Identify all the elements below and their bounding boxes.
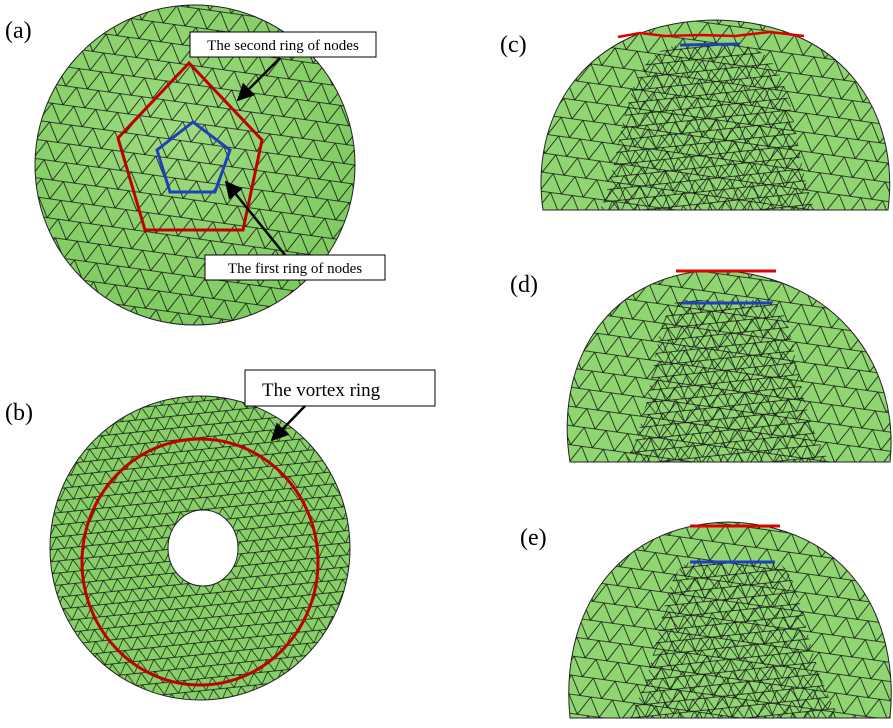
panel-label: (b) [5,400,33,426]
panel-a: The second ring of nodes The first ring … [5,5,385,325]
panel-d: (d) [510,270,891,462]
panel-b: The vortex ring (b) [5,370,435,700]
panel-label: (d) [510,272,538,298]
panel-label: (e) [520,525,547,551]
panel-label: (a) [5,18,32,44]
panel-e: (e) [520,522,891,718]
panel-label: (c) [500,32,527,58]
panel-c: (c) [500,20,890,210]
blue-ring [680,44,740,45]
annotation: The first ring of nodes [228,261,362,277]
annotation: The vortex ring [262,380,381,401]
annotation: The second ring of nodes [207,38,359,54]
mesh [50,396,350,700]
figure: The second ring of nodes The first ring … [0,0,893,728]
